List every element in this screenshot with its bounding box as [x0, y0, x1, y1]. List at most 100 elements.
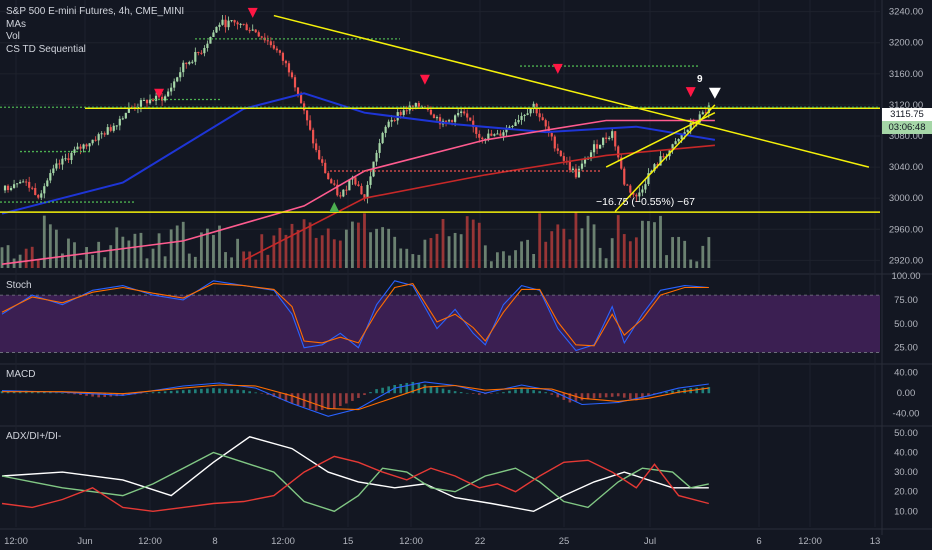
volume-bar — [647, 221, 650, 268]
macd-histogram-bar — [381, 387, 384, 394]
x-tick-label: 25 — [559, 536, 570, 547]
volume-bar — [634, 237, 638, 268]
macd-histogram-bar — [538, 391, 541, 394]
candle-body — [602, 137, 605, 145]
trendline[interactable] — [273, 14, 870, 168]
macd-histogram-bar — [97, 393, 100, 398]
candle-body — [227, 20, 230, 28]
candle-body — [580, 163, 584, 169]
macd-histogram-bar — [647, 393, 650, 397]
candle-body — [275, 48, 278, 51]
x-tick-label: 12:00 — [271, 536, 295, 547]
macd-tick-label: -40.00 — [893, 409, 920, 420]
volume-bar — [665, 255, 668, 268]
candle-body — [176, 77, 179, 82]
candle-body — [164, 96, 167, 101]
candle-body — [387, 121, 390, 127]
volume-bar — [562, 228, 566, 268]
macd-histogram-bar — [121, 393, 125, 396]
trendline[interactable] — [605, 112, 716, 168]
candle-body — [571, 168, 575, 170]
volume-bar — [103, 257, 107, 268]
volume-bar — [181, 221, 185, 268]
volume-bar — [387, 228, 391, 268]
stoch-line — [1, 280, 709, 352]
price-tick-label: 3240.00 — [889, 7, 923, 18]
price-pane[interactable] — [0, 7, 880, 268]
volume-bar — [351, 221, 354, 268]
macd-histogram-bar — [592, 393, 596, 399]
macd-histogram-bar — [85, 393, 88, 396]
candle-body — [632, 192, 635, 195]
volume-bar — [109, 245, 113, 268]
macd-histogram-bar — [61, 393, 64, 394]
stoch-tick-label: 25.00 — [894, 343, 918, 354]
candle-body — [31, 187, 34, 189]
macd-histogram-bar — [332, 393, 336, 409]
trendline[interactable] — [614, 104, 716, 212]
indicator-td-sequential[interactable]: CS TD Sequential — [6, 43, 86, 55]
volume-bar — [163, 256, 167, 268]
indicator-mas[interactable]: MAs — [6, 18, 26, 30]
candle-body — [230, 20, 233, 22]
candle-body — [508, 126, 511, 128]
candle-body — [139, 100, 143, 108]
macd-histogram-bar — [465, 392, 469, 394]
adx-tick-label: 50.00 — [894, 428, 918, 439]
countdown-tag: 03:06:48 — [882, 121, 932, 134]
macd-histogram-bar — [586, 393, 590, 400]
volume-bar — [429, 238, 433, 268]
candle-body — [556, 148, 559, 151]
candle-body — [309, 120, 312, 130]
candle-body — [16, 183, 19, 185]
macd-pane[interactable] — [0, 381, 711, 417]
symbol-title[interactable]: S&P 500 E-mini Futures, 4h, CME_MINI — [6, 6, 185, 17]
candle-body — [269, 41, 272, 46]
macd-histogram-bar — [393, 385, 396, 394]
candle-body — [683, 132, 686, 135]
macd-histogram-bar — [659, 393, 662, 394]
candle-body — [541, 117, 544, 121]
candle-body — [188, 62, 191, 64]
volume-bar — [320, 235, 324, 268]
volume-bar — [332, 239, 336, 268]
volume-bar — [628, 241, 632, 268]
stoch-pane[interactable] — [0, 280, 880, 353]
candle-body — [330, 179, 333, 184]
candle-body — [160, 96, 164, 101]
x-tick-label: 22 — [475, 536, 486, 547]
candle-body — [444, 120, 448, 122]
candle-body — [206, 43, 209, 48]
macd-histogram-bar — [200, 388, 203, 394]
indicator-vol[interactable]: Vol — [6, 31, 20, 42]
volume-bar — [30, 246, 34, 268]
candle-body — [281, 52, 285, 61]
stoch-tick-label: 75.00 — [894, 295, 918, 306]
candle-body — [251, 29, 254, 31]
adx-pane[interactable] — [1, 436, 709, 513]
candle-body — [185, 62, 188, 64]
candle-body — [592, 144, 596, 153]
macd-histogram-bar — [610, 393, 614, 397]
volume-bar — [115, 227, 119, 268]
candle-body — [70, 152, 73, 161]
volume-bar — [405, 248, 409, 268]
x-tick-label: 15 — [343, 536, 354, 547]
macd-histogram-bar — [665, 391, 668, 394]
volume-bar — [435, 233, 439, 268]
volume-bar — [574, 212, 578, 268]
macd-histogram-bar — [254, 392, 258, 394]
volume-bar — [653, 222, 656, 268]
volume-bar — [683, 240, 687, 268]
candle-body — [505, 127, 508, 133]
candle-body — [671, 144, 674, 151]
volume-bar — [544, 241, 548, 268]
candle-body — [88, 143, 91, 147]
candle-body — [345, 189, 348, 191]
td-nine-arrow — [708, 87, 721, 99]
macd-histogram-bar — [604, 393, 608, 398]
macd-histogram-bar — [139, 393, 143, 394]
candle-body — [67, 158, 70, 161]
